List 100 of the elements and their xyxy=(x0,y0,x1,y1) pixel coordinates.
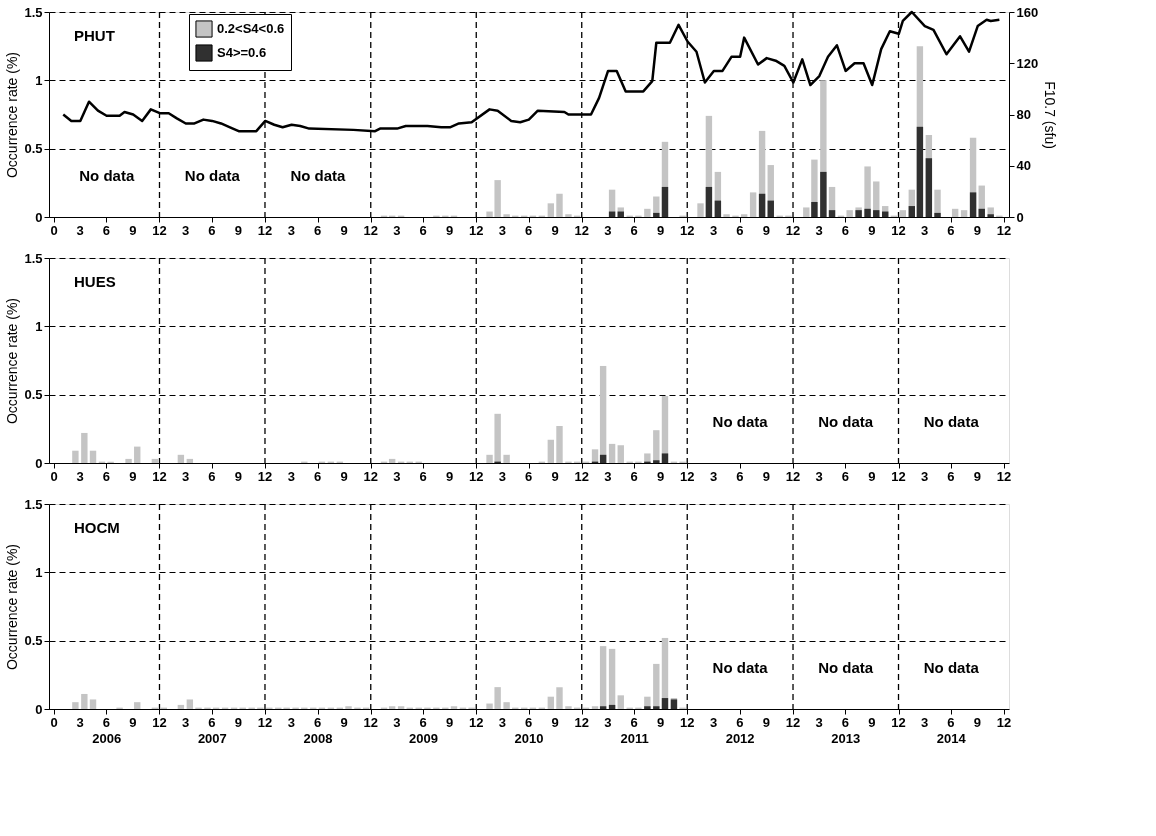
legend-label: 0.2<S4<0.6 xyxy=(217,21,285,36)
y-tick-label: 1.5 xyxy=(24,496,43,512)
x-tick-label: 3 xyxy=(709,469,718,484)
x-tick-label: 6 xyxy=(419,715,427,730)
annotation: No data xyxy=(818,659,874,676)
x-tick-label: 3 xyxy=(181,715,190,730)
x-tick-label: 12 xyxy=(257,715,273,730)
x-tick-label: 12 xyxy=(363,715,378,730)
text: 2010 xyxy=(514,731,544,746)
x-tick-label: 9 xyxy=(868,469,876,484)
x-tick-label: 6 xyxy=(524,715,533,730)
x-tick-label: 6 xyxy=(313,469,322,484)
x-tick-label: 3 xyxy=(287,223,295,238)
x-tick-label: 9 xyxy=(446,223,454,238)
x-tick-label: 6 xyxy=(313,715,322,730)
x-tick-label: 9 xyxy=(129,715,137,730)
x-tick-label: 12 xyxy=(152,223,167,238)
x-tick-label: 12 xyxy=(363,223,378,238)
x-tick-label: 6 xyxy=(208,469,216,484)
y-axis-title: Occurrence rate (%) xyxy=(4,51,21,179)
x-tick-label: 12 xyxy=(574,469,589,484)
x-tick-label: 9 xyxy=(340,223,348,238)
x-tick-label: 12 xyxy=(996,715,1012,730)
x-tick-label: 3 xyxy=(498,469,506,484)
x-tick-label: 9 xyxy=(868,715,876,730)
text: PHUT xyxy=(74,27,115,44)
x-tick-label: 12 xyxy=(152,715,167,730)
x-tick-label: 6 xyxy=(736,715,744,730)
x-tick-label: 3 xyxy=(815,715,823,730)
x-tick-label: 9 xyxy=(657,715,665,730)
text: 2012 xyxy=(725,731,755,746)
x-tick-label: 6 xyxy=(102,715,110,730)
y2-axis-title: F10.7 (sfu) xyxy=(1042,81,1059,149)
x-tick-label: 0 xyxy=(50,469,58,484)
x-tick-label: 9 xyxy=(973,223,982,238)
x-tick-label: 0 xyxy=(50,223,58,238)
text: 2006 xyxy=(92,731,122,746)
x-tick-label: 12 xyxy=(785,715,801,730)
x-tick-label: 3 xyxy=(604,469,612,484)
text: HOCM xyxy=(74,519,120,536)
y2-tick-label: 120 xyxy=(1016,55,1039,71)
y-tick-label: 0.5 xyxy=(24,141,43,157)
x-tick-label: 12 xyxy=(680,715,695,730)
x-tick-label: 3 xyxy=(604,715,612,730)
x-tick-label: 3 xyxy=(920,469,929,484)
x-tick-label: 6 xyxy=(419,469,427,484)
text: 2009 xyxy=(408,731,438,746)
x-tick-label: 12 xyxy=(680,223,695,238)
x-tick-label: 3 xyxy=(920,223,929,238)
text: 2007 xyxy=(197,731,227,746)
x-tick-label: 3 xyxy=(181,469,190,484)
x-tick-label: 9 xyxy=(340,469,348,484)
text: 2011 xyxy=(620,731,649,746)
x-tick-label: 6 xyxy=(947,715,955,730)
x-tick-label: 6 xyxy=(630,715,638,730)
y-axis-title: Occurrence rate (%) xyxy=(4,297,21,425)
x-tick-label: 9 xyxy=(657,469,665,484)
y-tick-label: 1 xyxy=(35,72,43,88)
annotation: No data xyxy=(79,167,135,184)
x-tick-label: 3 xyxy=(393,469,401,484)
x-tick-label: 3 xyxy=(604,223,612,238)
text: 2013 xyxy=(831,731,861,746)
annotation: No data xyxy=(184,167,241,184)
annotation: No data xyxy=(712,659,769,676)
x-tick-label: 3 xyxy=(709,715,718,730)
x-tick-label: 3 xyxy=(287,469,295,484)
x-tick-label: 6 xyxy=(524,469,533,484)
x-tick-label: 12 xyxy=(574,223,589,238)
x-tick-label: 3 xyxy=(393,223,401,238)
x-tick-label: 6 xyxy=(841,469,849,484)
text: 2014 xyxy=(936,731,967,746)
x-tick-label: 12 xyxy=(257,223,273,238)
x-tick-label: 12 xyxy=(469,469,484,484)
x-tick-label: 3 xyxy=(393,715,401,730)
x-tick-label: 3 xyxy=(76,715,84,730)
y-tick-label: 1 xyxy=(35,318,43,334)
annotation: No data xyxy=(712,413,769,430)
x-tick-label: 6 xyxy=(841,223,849,238)
x-tick-label: 12 xyxy=(785,223,801,238)
x-tick-label: 9 xyxy=(340,715,348,730)
x-tick-label: 3 xyxy=(181,223,190,238)
x-tick-label: 6 xyxy=(419,223,427,238)
y-tick-label: 0.5 xyxy=(24,633,43,649)
x-tick-label: 9 xyxy=(551,469,559,484)
y-axis-title: Occurrence rate (%) xyxy=(4,543,21,671)
x-tick-label: 12 xyxy=(891,715,906,730)
x-tick-label: 9 xyxy=(129,223,137,238)
x-tick-label: 12 xyxy=(785,469,801,484)
annotation: No data xyxy=(290,167,347,184)
x-tick-label: 6 xyxy=(313,223,322,238)
x-tick-label: 9 xyxy=(762,715,771,730)
x-tick-label: 0 xyxy=(50,715,58,730)
x-tick-label: 6 xyxy=(102,469,110,484)
y-tick-label: 0 xyxy=(35,701,43,717)
x-tick-label: 9 xyxy=(973,469,982,484)
x-tick-label: 12 xyxy=(680,469,695,484)
y-tick-label: 1.5 xyxy=(24,4,43,20)
x-tick-label: 12 xyxy=(891,223,906,238)
x-tick-label: 6 xyxy=(947,469,955,484)
x-tick-label: 9 xyxy=(234,469,243,484)
